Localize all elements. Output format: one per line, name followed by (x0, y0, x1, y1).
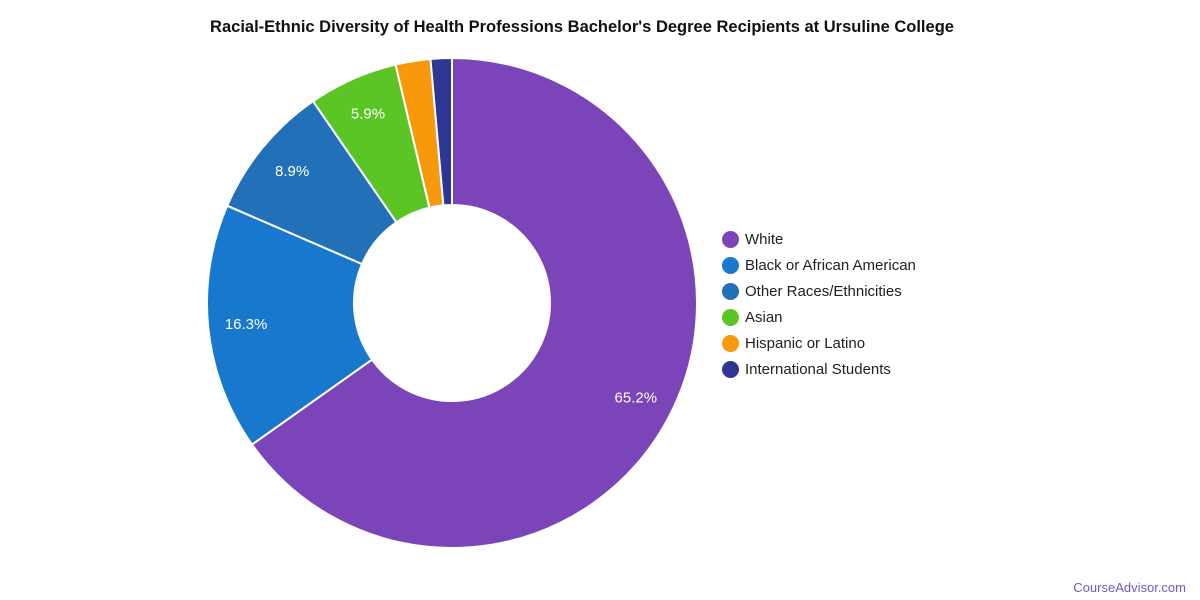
legend-swatch-white-icon (722, 230, 739, 248)
legend-label-hispanic-or-latino: Hispanic or Latino (745, 334, 866, 352)
legend-item-international-students[interactable]: International Students (722, 356, 916, 382)
legend-swatch-other-races-ethnicities-icon (722, 282, 739, 300)
legend-swatch-black-or-african-american-icon (722, 256, 739, 274)
legend: White Black or African American Other Race… (722, 226, 916, 382)
legend-item-other-races-ethnicities[interactable]: Other Races/Ethnicities (722, 278, 916, 304)
slice-label-white: 65.2% (615, 390, 658, 407)
slice-label-other-races-ethnicities: 8.9% (275, 163, 309, 180)
legend-swatch-international-students-icon (722, 360, 739, 378)
pie-slice-white[interactable] (250, 56, 698, 549)
pie-slice-international-students[interactable] (429, 56, 453, 207)
legend-label-other-races-ethnicities: Other Races/Ethnicities (745, 282, 902, 300)
legend-item-white[interactable]: White (722, 226, 916, 252)
chart-title: Racial-Ethnic Diversity of Health Profes… (210, 18, 954, 36)
courseadvisor-link[interactable]: CourseAdvisor.com (1073, 580, 1186, 595)
legend-label-asian: Asian (745, 308, 783, 326)
slice-label-asian: 5.9% (351, 105, 385, 122)
legend-item-black-or-african-american[interactable]: Black or African American (722, 252, 916, 278)
legend-item-asian[interactable]: Asian (722, 304, 916, 330)
slice-label-black-or-african-american: 16.3% (225, 316, 268, 333)
legend-label-white: White (745, 230, 784, 248)
pie-slice-black-or-african-american[interactable] (206, 204, 374, 446)
legend-label-international-students: International Students (745, 360, 891, 378)
legend-swatch-asian-icon (722, 308, 739, 326)
footer: CourseAdvisor.com (1073, 580, 1186, 595)
legend-label-black-or-african-american: Black or African American (745, 256, 916, 274)
legend-swatch-hispanic-or-latino-icon (722, 334, 739, 352)
legend-item-hispanic-or-latino[interactable]: Hispanic or Latino (722, 330, 916, 356)
